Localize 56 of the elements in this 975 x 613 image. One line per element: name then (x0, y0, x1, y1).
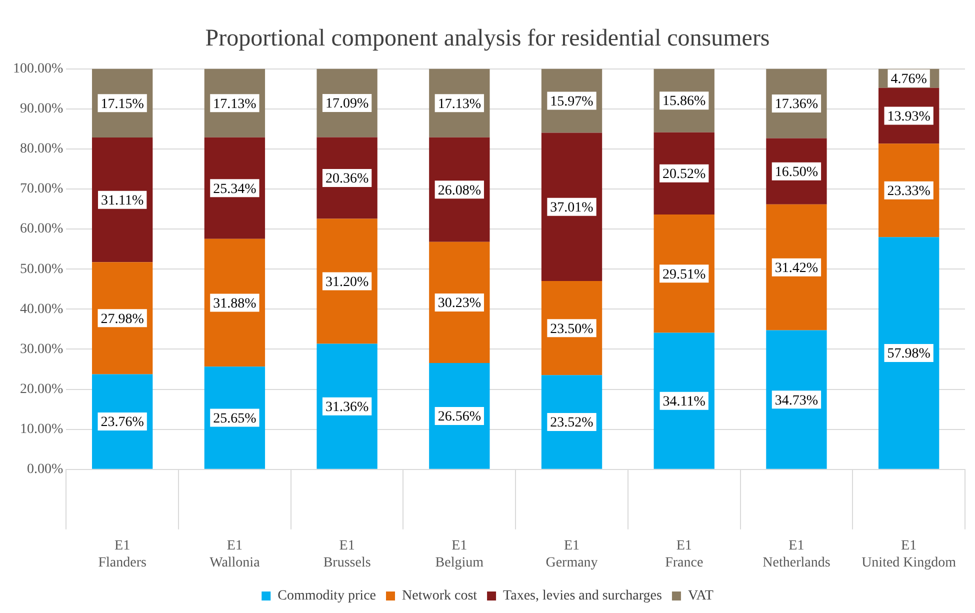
x-tick-label: E1 France (665, 538, 704, 570)
data-label: 31.88% (213, 296, 257, 312)
data-label: 23.76% (100, 415, 144, 430)
data-label: 26.08% (438, 183, 482, 198)
data-label: 17.09% (325, 96, 369, 112)
x-tick-label: E1 Belgium (435, 538, 484, 570)
y-tick-label: 0.00% (26, 462, 64, 478)
data-label: 25.65% (213, 411, 257, 426)
data-label: 26.56% (438, 410, 482, 425)
data-label: 13.93% (887, 109, 931, 124)
data-label: 23.52% (550, 416, 594, 431)
y-tick-label: 20.00% (20, 382, 64, 397)
legend-label: Network cost (402, 588, 478, 604)
data-label: 15.97% (550, 94, 594, 110)
x-tick-label: E1 Wallonia (210, 538, 261, 570)
x-tick-label: E1 United Kingdom (862, 538, 956, 570)
y-tick-label: 50.00% (20, 262, 64, 277)
data-label: 31.42% (774, 261, 818, 276)
data-label: 20.52% (662, 167, 706, 182)
data-label: 20.36% (325, 172, 369, 187)
data-label: 15.86% (662, 94, 706, 110)
data-label: 17.15% (100, 96, 144, 112)
y-tick-label: 90.00% (20, 102, 64, 117)
data-label: 31.11% (101, 193, 144, 208)
y-tick-label: 80.00% (20, 142, 64, 157)
data-label: 34.73% (774, 393, 818, 408)
data-label: 57.98% (887, 346, 931, 362)
legend-label: Commodity price (278, 588, 376, 604)
y-tick-label: 70.00% (20, 182, 64, 197)
legend-label: Taxes, levies and surcharges (503, 588, 662, 604)
data-label: 37.01% (550, 200, 594, 216)
data-label: 31.36% (325, 400, 369, 416)
x-tick-label: E1 Netherlands (762, 538, 830, 570)
data-label: 17.13% (438, 96, 482, 112)
data-label: 30.23% (438, 296, 482, 312)
legend-label: VAT (688, 588, 714, 604)
y-tick-label: 30.00% (20, 342, 64, 357)
data-label: 16.50% (774, 165, 818, 180)
x-tick-label: E1 Brussels (323, 538, 371, 570)
data-label: 31.20% (325, 274, 369, 290)
data-label: 17.36% (774, 97, 818, 112)
y-tick-label: 60.00% (20, 222, 64, 237)
data-label: 17.13% (213, 96, 257, 112)
data-label: 25.34% (213, 182, 257, 197)
data-label: 23.50% (550, 322, 594, 337)
data-label: 4.76% (890, 72, 928, 88)
chart-title: Proportional component analysis for residential consumers (205, 26, 770, 52)
data-label: 29.51% (662, 267, 706, 282)
data-label: 23.33% (887, 184, 931, 200)
data-label: 27.98% (100, 312, 144, 327)
data-label: 34.11% (662, 394, 706, 410)
x-tick-label: E1 Germany (546, 538, 598, 570)
y-tick-label: 100.00% (12, 61, 64, 76)
y-tick-label: 10.00% (20, 422, 64, 438)
x-tick-label: E1 Flanders (98, 538, 146, 570)
y-tick-label: 40.00% (20, 302, 64, 317)
